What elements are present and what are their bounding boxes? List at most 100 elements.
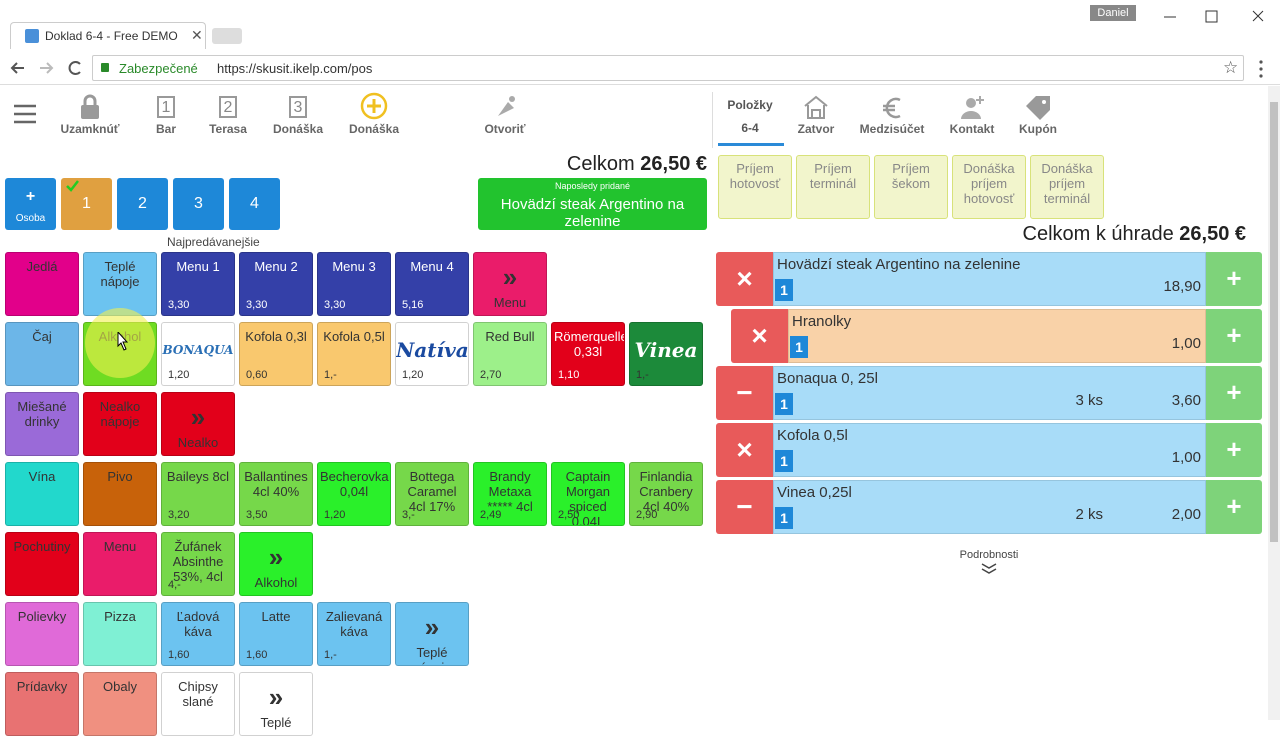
tab-close[interactable]: ✕ — [191, 27, 203, 43]
guest-button[interactable]: 4 — [229, 178, 280, 230]
product-tile[interactable]: Natíva 1,20 — [395, 322, 469, 386]
product-tile[interactable]: Römerquelle 0,33l 1,10 — [551, 322, 625, 386]
toolbar-number: 2 — [219, 96, 237, 118]
toolbar-button[interactable]: Položky 6-4 — [705, 92, 795, 144]
product-tile[interactable]: Ballantines 4cl 40% 3,50 — [239, 462, 313, 526]
favicon — [25, 29, 39, 43]
product-tile[interactable]: Pivo — [83, 462, 157, 526]
order-item[interactable]: Kofola 0,5l 1 1,00 — [773, 423, 1206, 477]
scrollbar-thumb[interactable] — [1270, 102, 1278, 542]
product-tile[interactable]: Red Bull 2,70 — [473, 322, 547, 386]
product-tile[interactable]: Miešané drinky — [5, 392, 79, 456]
toolbar-button[interactable]: Terasa 2 — [183, 92, 273, 142]
product-tile[interactable]: Menu 4 5,16 — [395, 252, 469, 316]
toolbar-button[interactable]: Zatvor — [771, 92, 861, 144]
tab[interactable]: Doklad 6-4 - Free DEMO ✕ — [10, 22, 206, 49]
toolbar-button[interactable]: Donáška — [329, 92, 419, 142]
payment-button[interactable]: Príjem terminál — [796, 155, 870, 219]
product-tile[interactable]: Vinea 1,- — [629, 322, 703, 386]
order-item[interactable]: Hovädzí steak Argentino na zelenine 1 18,9… — [773, 252, 1206, 306]
product-tile[interactable]: Vína — [5, 462, 79, 526]
product-tile[interactable]: » Alkohol — [239, 532, 313, 596]
last-added[interactable]: Naposledy pridané Hovädzí steak Argentino… — [478, 178, 707, 230]
product-tile[interactable]: » Menu — [473, 252, 547, 316]
product-tile[interactable]: Baileys 8cl 3,20 — [161, 462, 235, 526]
payment-button[interactable]: Príjem hotovosť — [718, 155, 792, 219]
toolbar-button[interactable]: Uzamknúť — [45, 92, 135, 142]
add-person-button[interactable]: + Osoba — [5, 178, 56, 230]
product-tile[interactable]: Teplé nápoje — [83, 252, 157, 316]
total-amount: 26,50 € — [640, 153, 707, 175]
product-tile[interactable]: Čaj — [5, 322, 79, 386]
toolbar-button[interactable]: Kontakt — [927, 92, 1017, 144]
bookmark-star[interactable]: ☆ — [1223, 58, 1239, 77]
product-tile[interactable]: Nealko nápoje — [83, 392, 157, 456]
product-tile[interactable]: Menu 2 3,30 — [239, 252, 313, 316]
toolbar-button[interactable]: Kupón — [993, 92, 1083, 144]
product-tile[interactable]: Kofola 0,3l 0,60 — [239, 322, 313, 386]
add-person-label: Osoba — [15, 213, 46, 224]
remove-button[interactable]: − — [716, 480, 773, 534]
remove-button[interactable]: × — [716, 252, 773, 306]
product-tile[interactable]: Kofola 0,5l 1,- — [317, 322, 391, 386]
product-tile[interactable]: Pizza — [83, 602, 157, 666]
product-tile[interactable]: Zalievaná káva 1,- — [317, 602, 391, 666]
payment-button[interactable]: Príjem šekom — [874, 155, 948, 219]
window-controls[interactable] — [1150, 0, 1280, 30]
product-tile[interactable]: » Nealko — [161, 392, 235, 456]
remove-button[interactable]: × — [731, 309, 788, 363]
hamburger-menu[interactable] — [14, 104, 38, 124]
order-item[interactable]: Bonaqua 0, 25l 1 3 ks 3,60 — [773, 366, 1206, 420]
product-tile[interactable]: Menu 3 3,30 — [317, 252, 391, 316]
product-tile[interactable]: Pochutiny — [5, 532, 79, 596]
remove-button[interactable]: − — [716, 366, 773, 420]
order-item[interactable]: Hranolky 1 1,00 — [788, 309, 1206, 363]
product-tile[interactable]: » Teplé — [239, 672, 313, 736]
product-tile[interactable]: Žufánek Absinthe 53%, 4cl 4,- — [161, 532, 235, 596]
product-tile[interactable]: Chipsy slané — [161, 672, 235, 736]
guest-button[interactable]: 3 — [173, 178, 224, 230]
payment-button[interactable]: Donáška príjem terminál — [1030, 155, 1104, 219]
product-tile[interactable]: Obaly — [83, 672, 157, 736]
product-tile[interactable]: Ľadová káva 1,60 — [161, 602, 235, 666]
toolbar-button[interactable]: Bar 1 — [121, 92, 211, 142]
product-tile[interactable]: Prídavky — [5, 672, 79, 736]
product-tile[interactable]: Latte 1,60 — [239, 602, 313, 666]
nav-buttons[interactable] — [0, 55, 100, 83]
product-tile[interactable]: Bottega Caramel 4cl 17% 3,- — [395, 462, 469, 526]
product-tile[interactable]: Menu 1 3,30 — [161, 252, 235, 316]
add-button[interactable]: + — [1206, 423, 1262, 477]
address-bar[interactable]: Zabezpečené https://skusit.ikelp.com/pos… — [92, 55, 1244, 81]
item-qty: 1 — [775, 393, 793, 415]
new-tab[interactable] — [212, 28, 242, 44]
product-tile[interactable]: Brandy Metaxa ***** 4cl 2,49 — [473, 462, 547, 526]
product-tile[interactable]: Menu — [83, 532, 157, 596]
product-tile[interactable]: Becherovka 0,04l 1,20 — [317, 462, 391, 526]
product-tile[interactable]: Polievky — [5, 602, 79, 666]
add-button[interactable]: + — [1206, 309, 1262, 363]
remove-button[interactable]: × — [716, 423, 773, 477]
add-button[interactable]: + — [1206, 252, 1262, 306]
scrollbar[interactable] — [1268, 86, 1280, 720]
product-tile[interactable]: Finlandia Cranbery 4cl 40% 2,90 — [629, 462, 703, 526]
guest-button[interactable]: 2 — [117, 178, 168, 230]
guest-button[interactable]: 1 — [61, 178, 112, 230]
tile-price: 1,20 — [168, 369, 190, 381]
toolbar-button[interactable]: Donáška 3 — [253, 92, 343, 142]
add-button[interactable]: + — [1206, 480, 1262, 534]
toolbar-button[interactable]: Medzisúčet — [847, 92, 937, 144]
product-tile[interactable]: Jedlá — [5, 252, 79, 316]
tile-logo: Natíva — [396, 338, 469, 362]
details-link[interactable]: Podrobnosti — [959, 549, 1019, 561]
browser-menu[interactable] — [1256, 58, 1266, 80]
add-button[interactable]: + — [1206, 366, 1262, 420]
tile-price: 2,90 — [636, 509, 658, 521]
payment-button[interactable]: Donáška príjem hotovosť — [952, 155, 1026, 219]
toolbar-button[interactable]: Otvoriť — [460, 92, 550, 142]
product-tile[interactable]: » Teplé nápoje — [395, 602, 469, 666]
product-tile[interactable]: BONAQUA 1,20 — [161, 322, 235, 386]
order-item[interactable]: Vinea 0,25l 1 2 ks 2,00 — [773, 480, 1206, 534]
secure-label: Zabezpečené — [119, 61, 198, 76]
product-tile[interactable]: Captain Morgan spiced 0,04L 2,50 — [551, 462, 625, 526]
